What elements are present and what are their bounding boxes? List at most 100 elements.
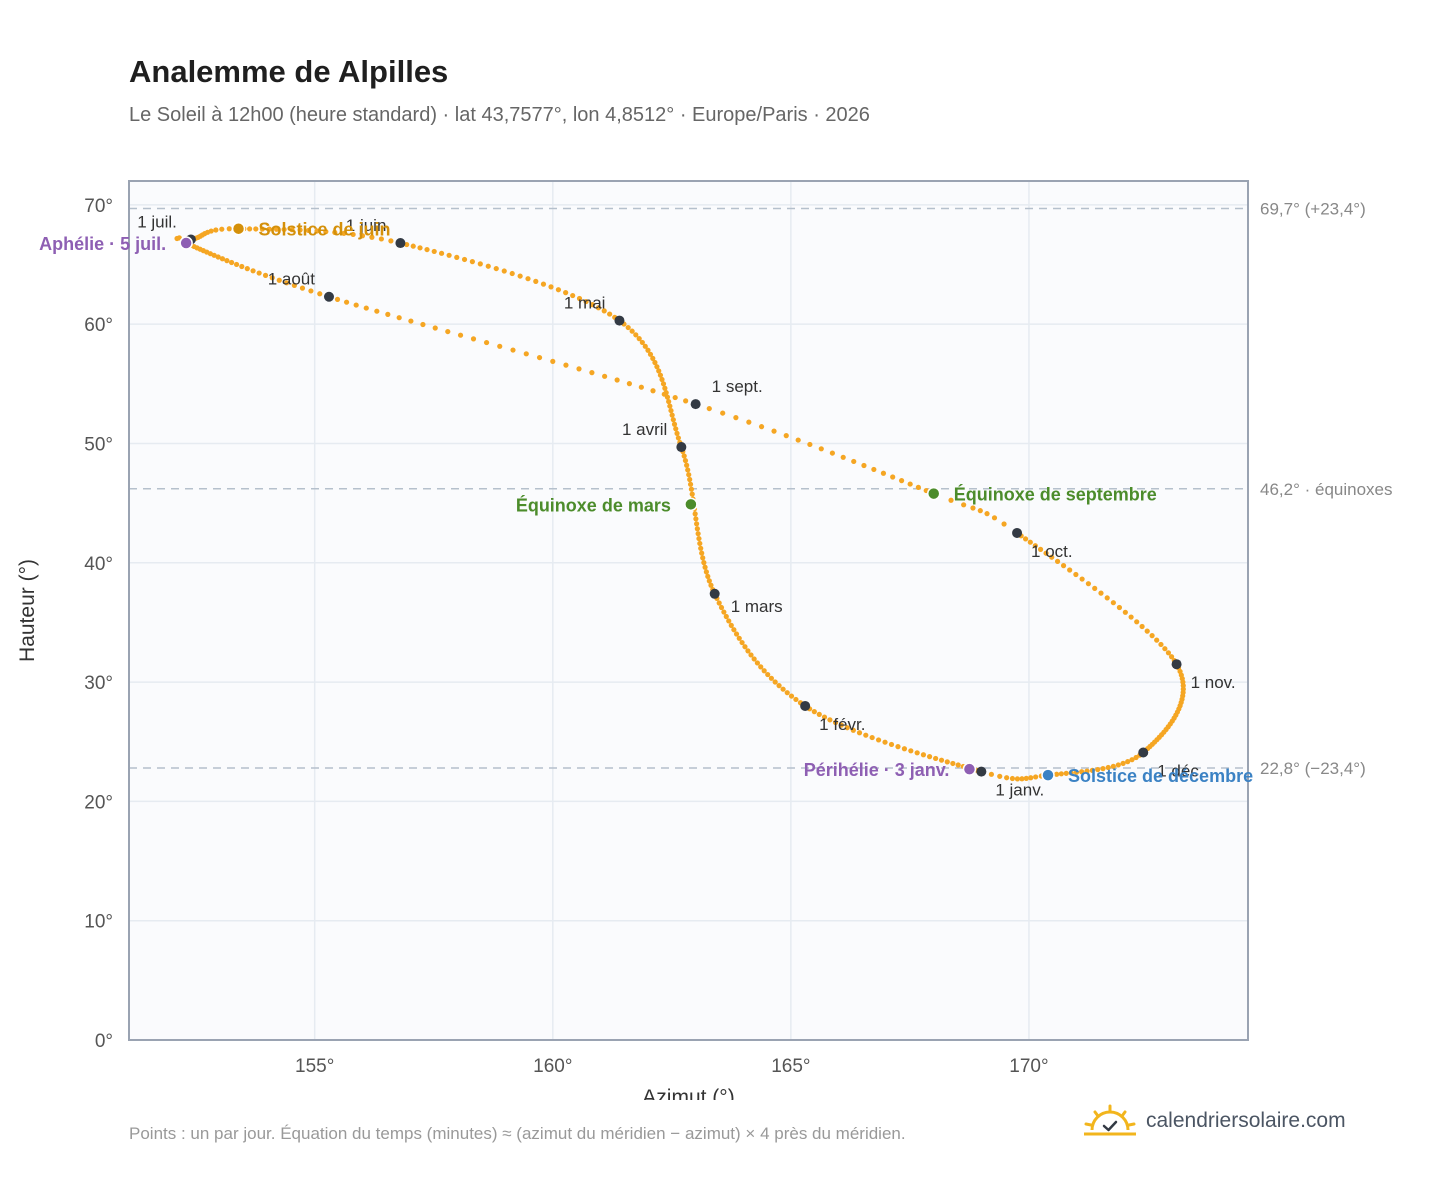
daily-sun-point (341, 230, 347, 236)
daily-sun-point (305, 227, 312, 234)
daily-sun-point (977, 508, 983, 514)
plot-border (128, 180, 1249, 1041)
daily-sun-point (385, 311, 391, 317)
daily-sun-point (1049, 554, 1055, 560)
month-marker (323, 291, 334, 302)
daily-sun-point (1043, 550, 1049, 556)
daily-sun-point (1110, 763, 1116, 769)
daily-sun-point (470, 336, 477, 342)
daily-sun-point (869, 734, 875, 741)
daily-sun-point (1139, 623, 1145, 630)
daily-sun-point (733, 631, 740, 637)
month-label: 1 juin (346, 216, 387, 235)
daily-sun-point (501, 268, 507, 274)
daily-sun-point (718, 604, 725, 611)
daily-sun-point (359, 233, 366, 239)
daily-sun-point (938, 757, 945, 763)
daily-sun-point (687, 476, 693, 483)
daily-sun-point (832, 719, 839, 726)
month-label: 1 janv. (995, 781, 1044, 800)
daily-sun-point (726, 618, 732, 624)
daily-sun-point (745, 648, 751, 654)
daily-sun-point (652, 359, 658, 366)
daily-sun-point (666, 398, 672, 405)
y-tick-label: 60° (84, 315, 113, 336)
daily-sun-point (650, 355, 656, 361)
daily-sun-point (701, 560, 707, 566)
daily-sun-point (694, 521, 700, 527)
daily-sun-point (871, 466, 877, 473)
daily-sun-point (396, 315, 402, 321)
daily-sun-point (696, 535, 702, 542)
y-tick-label: 50° (84, 434, 113, 455)
daily-sun-point (408, 318, 414, 324)
daily-sun-point (659, 376, 665, 383)
daily-sun-point (914, 750, 920, 756)
daily-sun-point (739, 639, 745, 646)
daily-sun-point (838, 722, 844, 728)
daily-sun-point (388, 238, 394, 244)
daily-sun-point (374, 308, 380, 314)
daily-sun-point (1068, 770, 1074, 776)
daily-sun-point (720, 410, 726, 416)
daily-sun-point (633, 332, 639, 338)
daily-sun-point (667, 403, 673, 409)
daily-sun-point (1028, 775, 1034, 781)
month-marker (709, 588, 720, 599)
daily-sun-point (746, 419, 752, 425)
daily-sun-point (510, 347, 516, 353)
daily-sun-point (647, 351, 654, 357)
daily-sun-point (1120, 760, 1126, 766)
daily-sun-point (533, 278, 539, 284)
daily-sun-point (576, 295, 583, 302)
daily-sun-point (695, 531, 701, 537)
daily-sun-point (721, 609, 727, 615)
analemma-chart: 155° 160° 165° 170° 0° 10° 20° 30° 40° 50° 60° 70° 6… (16, 180, 1393, 1100)
daily-sun-point (250, 268, 256, 274)
month-marker (1138, 747, 1149, 758)
daily-sun-point (424, 246, 430, 253)
daily-sun-point (517, 273, 523, 279)
daily-sun-point (445, 328, 451, 335)
daily-sun-point (736, 635, 742, 641)
daily-sun-point (662, 385, 668, 391)
daily-sun-point (654, 364, 660, 370)
daily-sun-point (523, 351, 529, 357)
daily-sun-point (1110, 600, 1116, 606)
daily-sun-point (984, 511, 990, 517)
daily-sun-point (863, 732, 869, 738)
daily-sun-point (636, 335, 642, 342)
daily-sun-point (1165, 650, 1172, 656)
daily-sun-point (708, 582, 714, 588)
brand-link[interactable]: calendriersolaire.com (1084, 1104, 1346, 1138)
daily-sun-point (332, 229, 338, 236)
daily-sun-point (705, 573, 711, 580)
daily-sun-point (1032, 543, 1038, 549)
daily-sun-point (550, 358, 556, 364)
daily-sun-point (353, 302, 359, 308)
x-tick-label: 160° (533, 1056, 572, 1077)
y-tick-label: 20° (84, 792, 113, 813)
daily-sun-point (314, 228, 320, 234)
daily-sun-point (291, 282, 297, 289)
daily-sun-point (882, 739, 888, 745)
daily-sun-point (1154, 637, 1160, 643)
daily-sun-point (343, 299, 350, 305)
daily-sun-point (509, 270, 515, 277)
daily-sun-point (771, 428, 777, 434)
daily-sun-point (1100, 766, 1106, 772)
daily-sun-point (276, 277, 282, 283)
daily-sun-point (1105, 764, 1111, 771)
daily-sun-point (840, 454, 846, 460)
daily-sun-point (991, 515, 998, 521)
month-label: 1 nov. (1191, 673, 1236, 692)
daily-sun-point (323, 229, 329, 235)
daily-sun-point (693, 516, 699, 522)
month-marker (614, 315, 625, 326)
daily-sun-point (266, 226, 272, 232)
daily-sun-point (1058, 771, 1064, 777)
daily-sun-point (1149, 633, 1155, 639)
daily-sun-point (244, 266, 250, 272)
x-tick-label: 165° (771, 1056, 810, 1077)
daily-sun-point (776, 683, 782, 689)
